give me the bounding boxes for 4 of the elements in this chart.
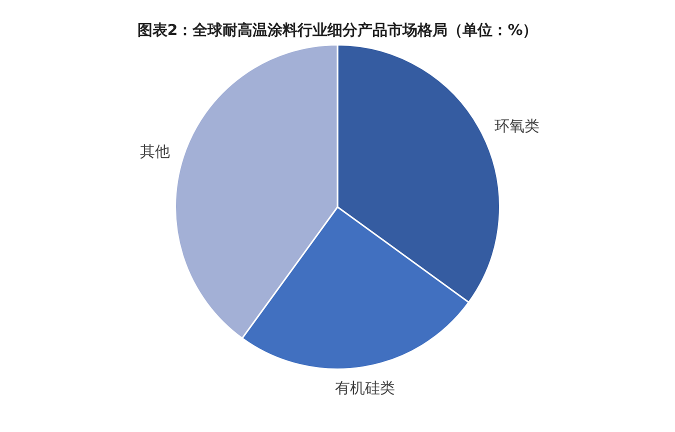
chart-title: 图表2：全球耐高温涂料行业细分产品市场格局（单位：%） — [137, 20, 538, 39]
slice-label: 其他 — [140, 142, 170, 160]
slice-label: 有机硅类 — [335, 378, 396, 397]
slice-label: 环氧类 — [494, 116, 540, 135]
